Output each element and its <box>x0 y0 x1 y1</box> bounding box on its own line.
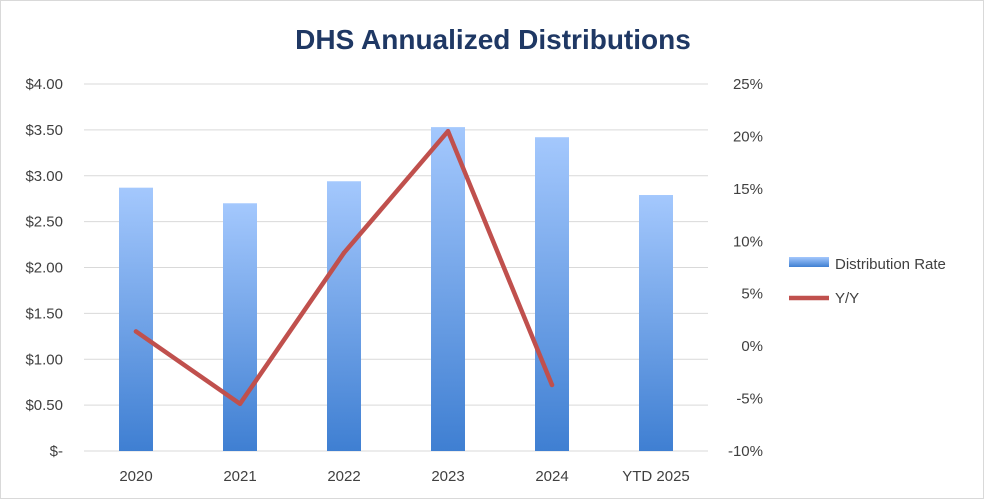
gridlines <box>84 83 708 452</box>
x-tick-label: 2023 <box>431 468 464 485</box>
bars <box>119 127 673 452</box>
bar-2021 <box>223 203 257 451</box>
left-tick-label: $1.50 <box>25 305 63 322</box>
yoy-point <box>341 250 347 256</box>
left-tick-label: $2.00 <box>25 260 63 277</box>
right-axis: -10% -5% 0% 5% 10% 15% 20% 25% <box>728 76 763 460</box>
bar-2023 <box>431 127 465 451</box>
right-tick-label: 25% <box>733 76 763 93</box>
yoy-point <box>445 128 451 134</box>
right-tick-label: 20% <box>733 128 763 145</box>
legend-label-distribution-rate: Distribution Rate <box>835 256 946 273</box>
left-tick-label: $2.50 <box>25 214 63 231</box>
legend-label-yy: Y/Y <box>835 290 859 307</box>
yoy-point <box>237 401 243 407</box>
left-tick-label: $3.00 <box>25 168 63 185</box>
legend: Distribution Rate Y/Y <box>789 256 946 307</box>
x-tick-label: 2024 <box>535 468 568 485</box>
yoy-line-group <box>133 128 555 407</box>
x-tick-label: 2022 <box>327 468 360 485</box>
x-axis: 2020 2021 2022 2023 2024 YTD 2025 <box>119 468 689 485</box>
right-tick-label: -10% <box>728 443 763 460</box>
left-tick-label: $- <box>50 443 63 460</box>
left-tick-label: $1.00 <box>25 351 63 368</box>
chart-title: DHS Annualized Distributions <box>295 24 691 55</box>
bar-2022 <box>327 181 361 451</box>
yoy-point <box>133 329 139 334</box>
bar-ytd-2025 <box>639 195 673 451</box>
bar-2020 <box>119 187 153 452</box>
left-tick-label: $4.00 <box>25 76 63 93</box>
right-tick-label: 15% <box>733 181 763 198</box>
x-tick-label: YTD 2025 <box>622 468 690 485</box>
yoy-point <box>549 382 555 388</box>
left-tick-label: $0.50 <box>25 397 63 414</box>
x-tick-label: 2020 <box>119 468 152 485</box>
right-tick-label: 10% <box>733 233 763 250</box>
right-tick-label: 0% <box>741 338 763 355</box>
right-tick-label: 5% <box>741 286 763 303</box>
left-tick-label: $3.50 <box>25 122 63 139</box>
left-axis: $- $0.50 $1.00 $1.50 $2.00 $2.50 $3.00 $3.50 $4.… <box>25 76 63 460</box>
bar-2024 <box>535 137 569 451</box>
legend-bar-swatch <box>789 257 829 267</box>
right-tick-label: -5% <box>736 391 763 408</box>
x-tick-label: 2021 <box>223 468 256 485</box>
